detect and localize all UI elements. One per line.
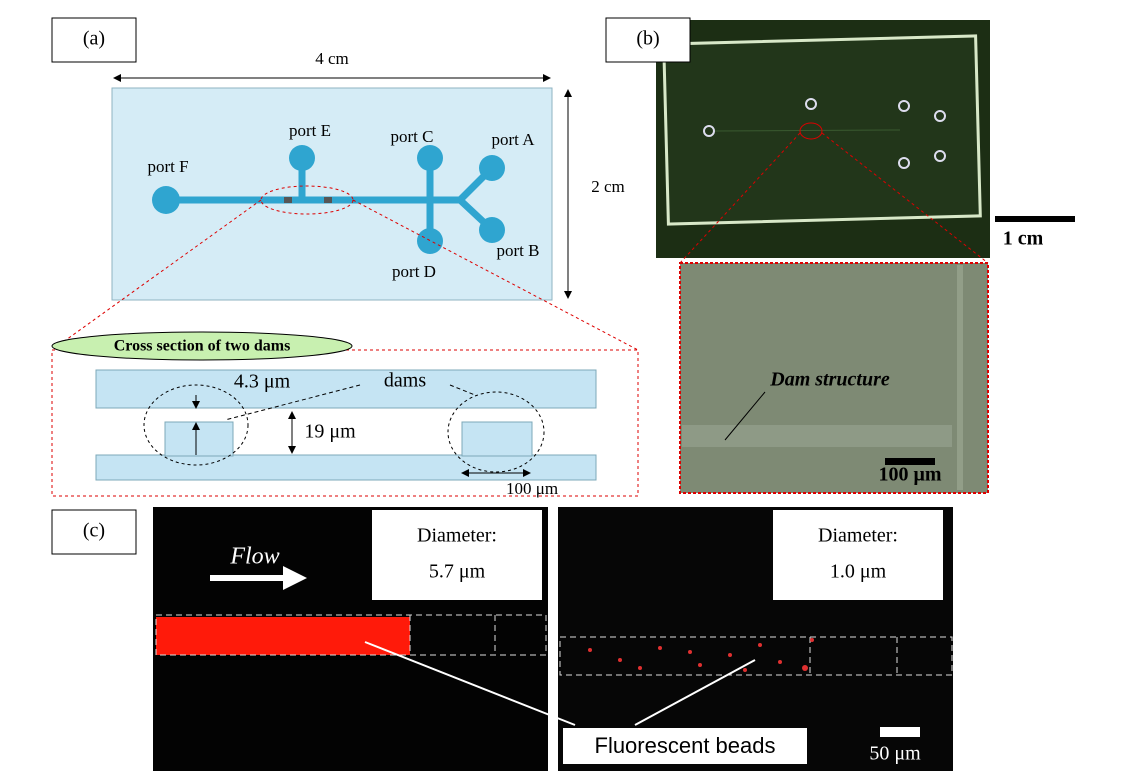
dam — [324, 197, 332, 203]
scale-label: 50 μm — [869, 743, 921, 765]
scale-label: 1 cm — [1003, 228, 1044, 250]
annotation: Dam structure — [769, 369, 890, 391]
depth-label: 19 μm — [304, 421, 356, 443]
cross-section-title: Cross section of two dams — [114, 338, 291, 355]
scale-bar — [995, 216, 1075, 222]
beads-label: Fluorescent beads — [595, 733, 776, 758]
caption-box — [372, 510, 542, 600]
panel-b: (b) 1 cm Dam structure 100 μm — [606, 18, 1075, 493]
caption-box — [773, 510, 943, 600]
port-label: port E — [289, 121, 331, 140]
caption: Diameter: — [818, 525, 898, 547]
scale-bar — [880, 727, 920, 737]
panel-label: (c) — [83, 520, 105, 542]
port-label: port A — [492, 130, 536, 149]
panel-label: (a) — [83, 28, 105, 50]
port-label: port D — [392, 262, 436, 281]
port-label: port F — [147, 157, 188, 176]
beads-left — [156, 617, 410, 655]
panel-c: (c) Flow Diameter: 5.7 μm Diameter: 1.0 … — [52, 507, 953, 771]
diameter: 5.7 μm — [429, 561, 486, 583]
panel-label: (b) — [636, 28, 659, 50]
gap-label: 4.3 μm — [234, 371, 291, 393]
figure: (a) 4 cm 2 cm port E port C port A port … — [0, 0, 1143, 771]
dam — [284, 197, 292, 203]
port-label: port C — [391, 127, 434, 146]
height-label: 2 cm — [591, 177, 625, 196]
port-label: port B — [497, 241, 540, 260]
width-label: 4 cm — [315, 49, 349, 68]
dams-label: dams — [384, 370, 426, 392]
length-label: 100 μm — [506, 479, 558, 498]
scale-label: 100 μm — [879, 464, 942, 486]
caption: Diameter: — [417, 525, 497, 547]
panel-a: (a) 4 cm 2 cm port E port C port A port … — [52, 18, 638, 498]
diameter: 1.0 μm — [830, 561, 887, 583]
flow-label: Flow — [229, 544, 279, 570]
channel — [682, 425, 952, 447]
